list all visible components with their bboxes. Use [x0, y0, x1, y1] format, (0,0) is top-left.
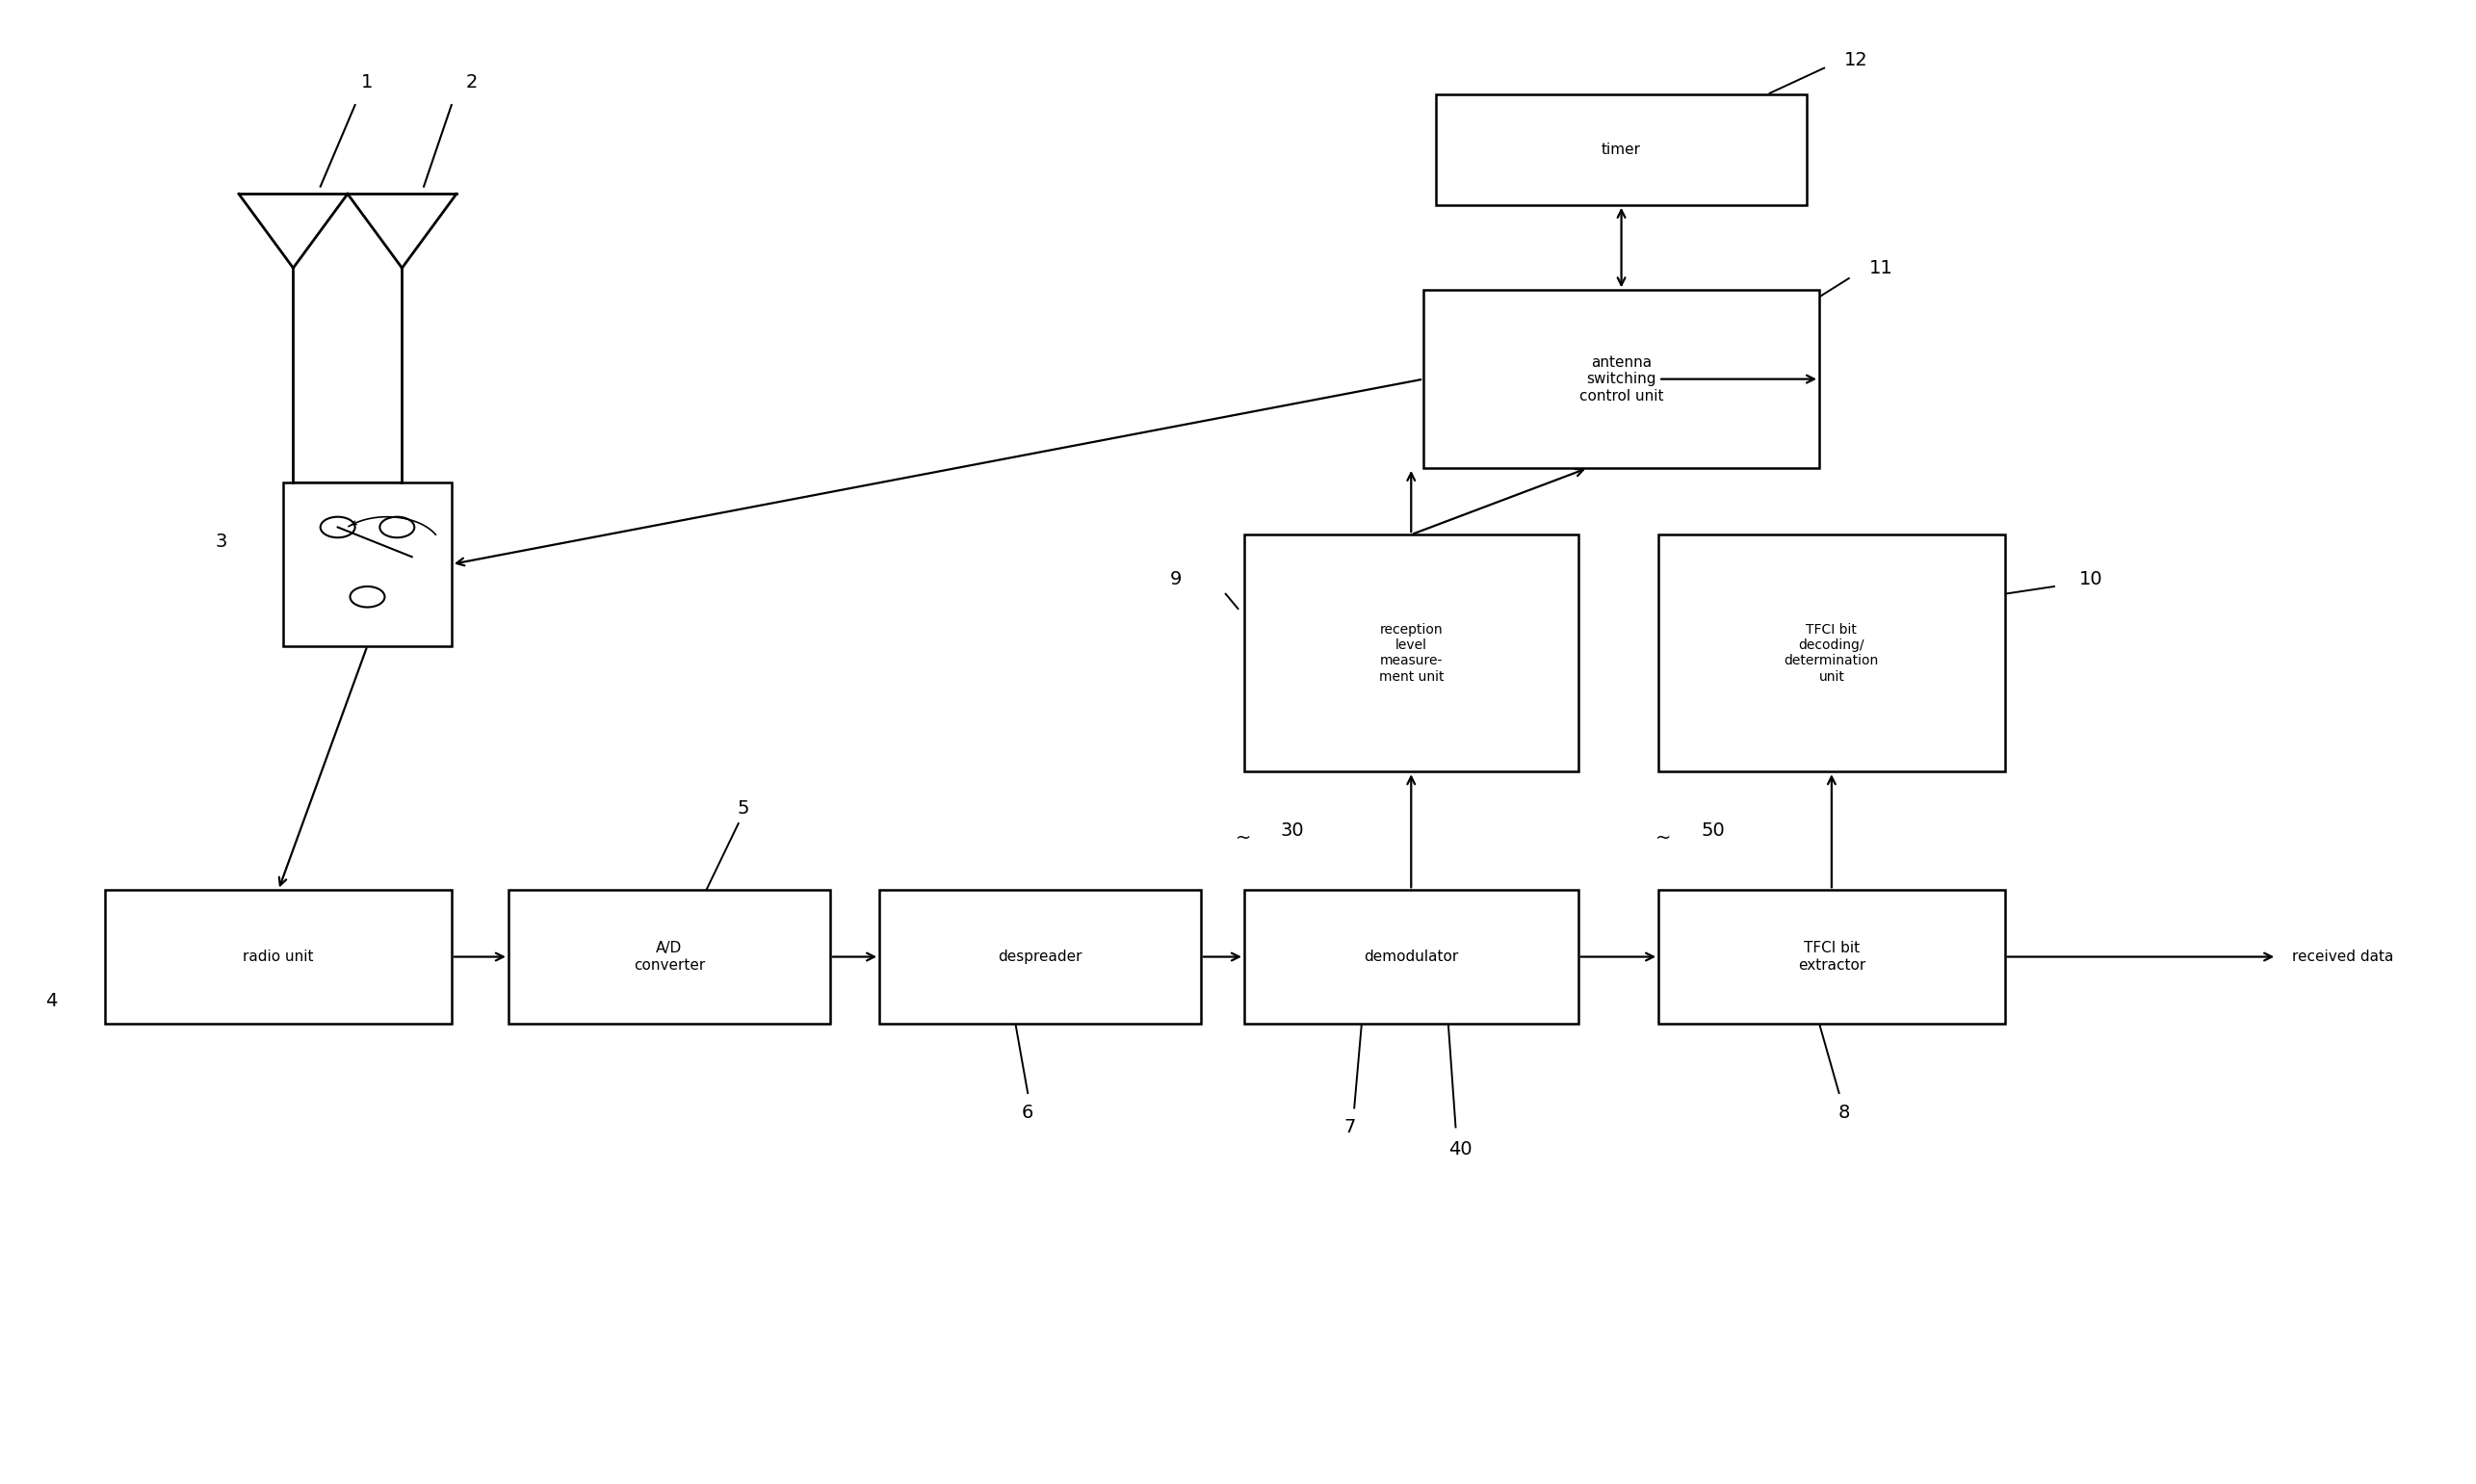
Bar: [1243, 534, 1577, 772]
Bar: [104, 890, 451, 1024]
Text: 1: 1: [361, 74, 374, 92]
Text: 12: 12: [1845, 52, 1869, 70]
Text: TFCI bit
decoding/
determination
unit: TFCI bit decoding/ determination unit: [1785, 623, 1879, 683]
Text: 6: 6: [1023, 1103, 1032, 1122]
Bar: [879, 890, 1201, 1024]
Text: 11: 11: [1869, 258, 1894, 278]
Bar: [282, 482, 451, 646]
Bar: [1243, 890, 1577, 1024]
Bar: [508, 890, 829, 1024]
Text: 50: 50: [1701, 822, 1726, 840]
Text: 2: 2: [465, 74, 478, 92]
Text: ~: ~: [1236, 830, 1250, 847]
Text: timer: timer: [1602, 142, 1642, 157]
Text: radio unit: radio unit: [243, 950, 314, 965]
Bar: [1424, 291, 1820, 467]
Text: 8: 8: [1837, 1103, 1850, 1122]
Text: reception
level
measure-
ment unit: reception level measure- ment unit: [1379, 623, 1444, 683]
Text: ~: ~: [1656, 830, 1671, 847]
Text: despreader: despreader: [998, 950, 1082, 965]
Text: 3: 3: [215, 533, 228, 551]
Text: antenna
switching
control unit: antenna switching control unit: [1580, 355, 1664, 404]
Text: 4: 4: [45, 993, 57, 1011]
Text: received data: received data: [2293, 950, 2394, 965]
Text: 7: 7: [1344, 1117, 1354, 1137]
Bar: [1659, 534, 2006, 772]
Text: TFCI bit
extractor: TFCI bit extractor: [1798, 941, 1864, 972]
Bar: [1659, 890, 2006, 1024]
Text: 30: 30: [1280, 822, 1305, 840]
Text: 40: 40: [1448, 1140, 1473, 1159]
Text: 5: 5: [738, 800, 750, 818]
Text: A/D
converter: A/D converter: [634, 941, 706, 972]
Bar: [1436, 93, 1807, 205]
Text: 10: 10: [2080, 570, 2102, 588]
Text: 9: 9: [1171, 570, 1181, 588]
Text: demodulator: demodulator: [1364, 950, 1458, 965]
